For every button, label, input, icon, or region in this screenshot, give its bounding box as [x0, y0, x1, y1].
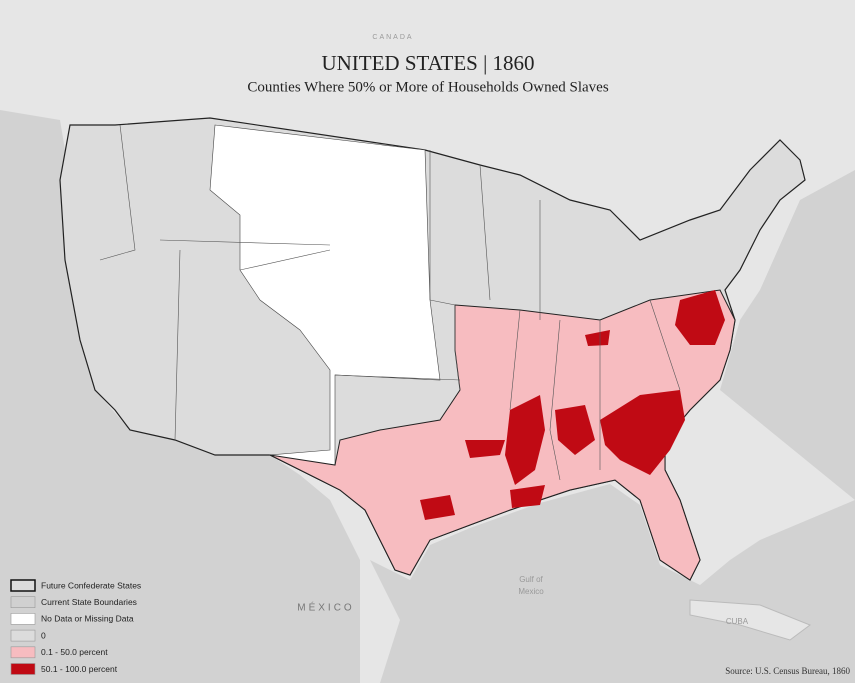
county-cluster — [600, 390, 685, 475]
majority-counties — [420, 290, 725, 520]
atlantic-ocean — [720, 170, 855, 500]
legend-swatch — [10, 663, 36, 675]
cuba — [689, 599, 812, 641]
legend-label: 0.1 - 50.0 percent — [41, 647, 108, 657]
map-subtitle: Counties Where 50% or More of Households… — [247, 79, 608, 95]
map-title: UNITED STATES | 1860 — [321, 51, 534, 75]
place-label: CUBA — [726, 617, 749, 626]
pacific-ocean — [0, 110, 360, 683]
place-label: CANADA — [372, 34, 413, 41]
place-label: Gulf of — [519, 575, 543, 584]
county-cluster — [675, 290, 725, 345]
legend-label: 0 — [41, 630, 46, 640]
legend-label: Current State Boundaries — [41, 597, 137, 607]
legend-label: No Data or Missing Data — [41, 614, 134, 624]
county-cluster — [465, 440, 505, 458]
legend-swatch — [10, 646, 36, 659]
legend-swatch — [10, 613, 36, 625]
legend-swatch — [10, 629, 36, 642]
county-cluster — [420, 495, 455, 520]
place-label: Mexico — [518, 587, 544, 596]
legend-label: Future Confederate States — [41, 580, 141, 590]
state-lines — [99, 124, 681, 481]
legend-label: 50.1 - 100.0 percent — [41, 664, 118, 674]
county-cluster — [505, 395, 545, 485]
state-boundaries — [99, 124, 681, 481]
legend: Future Confederate States Current State B… — [10, 579, 141, 675]
county-cluster — [555, 405, 595, 455]
county-cluster — [585, 330, 610, 346]
county-cluster — [510, 485, 545, 508]
source-note: Source: U.S. Census Bureau, 1860 — [725, 666, 850, 676]
gulf-atlantic — [370, 484, 855, 683]
place-label: MÉXICO — [297, 601, 354, 614]
legend-swatch — [10, 579, 36, 592]
legend-swatch — [10, 596, 36, 609]
